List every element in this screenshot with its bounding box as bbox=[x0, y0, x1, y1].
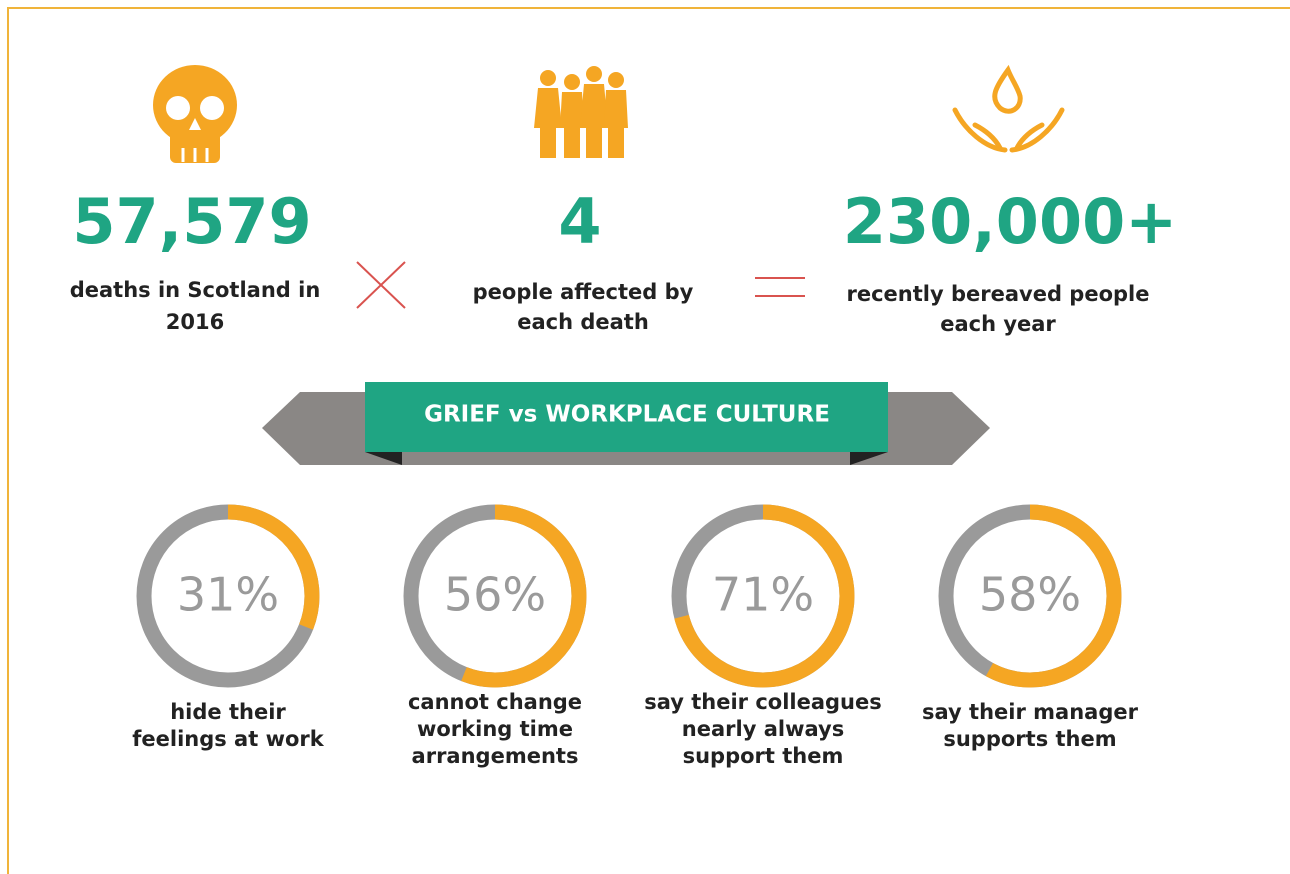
ring-label: 56% bbox=[444, 568, 546, 622]
ring-caption: nearly always bbox=[682, 717, 844, 741]
people-icon bbox=[534, 66, 628, 158]
ring-caption: hide their bbox=[170, 700, 286, 724]
stat-caption: people affected by bbox=[473, 280, 694, 304]
ring-caption: feelings at work bbox=[132, 727, 325, 751]
ring-arc bbox=[136, 504, 320, 688]
stat-caption: each death bbox=[517, 310, 649, 334]
stat-number: 4 bbox=[558, 185, 601, 258]
stat-number: 230,000+ bbox=[843, 185, 1177, 258]
ring-label: 58% bbox=[979, 568, 1081, 622]
ring-label: 71% bbox=[712, 568, 814, 622]
ring-arc bbox=[671, 504, 855, 688]
ring-caption: support them bbox=[683, 744, 844, 768]
ring-arc bbox=[938, 504, 1122, 688]
stat-caption: each year bbox=[940, 312, 1056, 336]
banner bbox=[365, 382, 888, 452]
banner-text: GRIEF vs WORKPLACE CULTURE bbox=[424, 402, 830, 428]
ring-arc bbox=[403, 504, 587, 688]
stat-caption: 2016 bbox=[166, 310, 224, 334]
skull-icon bbox=[153, 65, 237, 163]
ring-caption: working time bbox=[417, 717, 573, 741]
stat-number: 57,579 bbox=[72, 185, 311, 258]
stat-caption: recently bereaved people bbox=[847, 282, 1150, 306]
border bbox=[7, 7, 1290, 874]
stat-caption: deaths in Scotland in bbox=[70, 278, 321, 302]
times-sign bbox=[356, 261, 406, 309]
ring-caption: say their colleagues bbox=[644, 690, 882, 714]
banner-fold bbox=[365, 452, 402, 465]
ring-caption: supports them bbox=[943, 727, 1116, 751]
ring-caption: say their manager bbox=[922, 700, 1139, 724]
ring-label: 31% bbox=[177, 568, 279, 622]
ring-caption: arrangements bbox=[412, 744, 579, 768]
hands-icon bbox=[952, 64, 1065, 153]
equals-sign bbox=[755, 277, 805, 297]
ring-caption: cannot change bbox=[408, 690, 582, 714]
banner-fold bbox=[850, 452, 888, 465]
